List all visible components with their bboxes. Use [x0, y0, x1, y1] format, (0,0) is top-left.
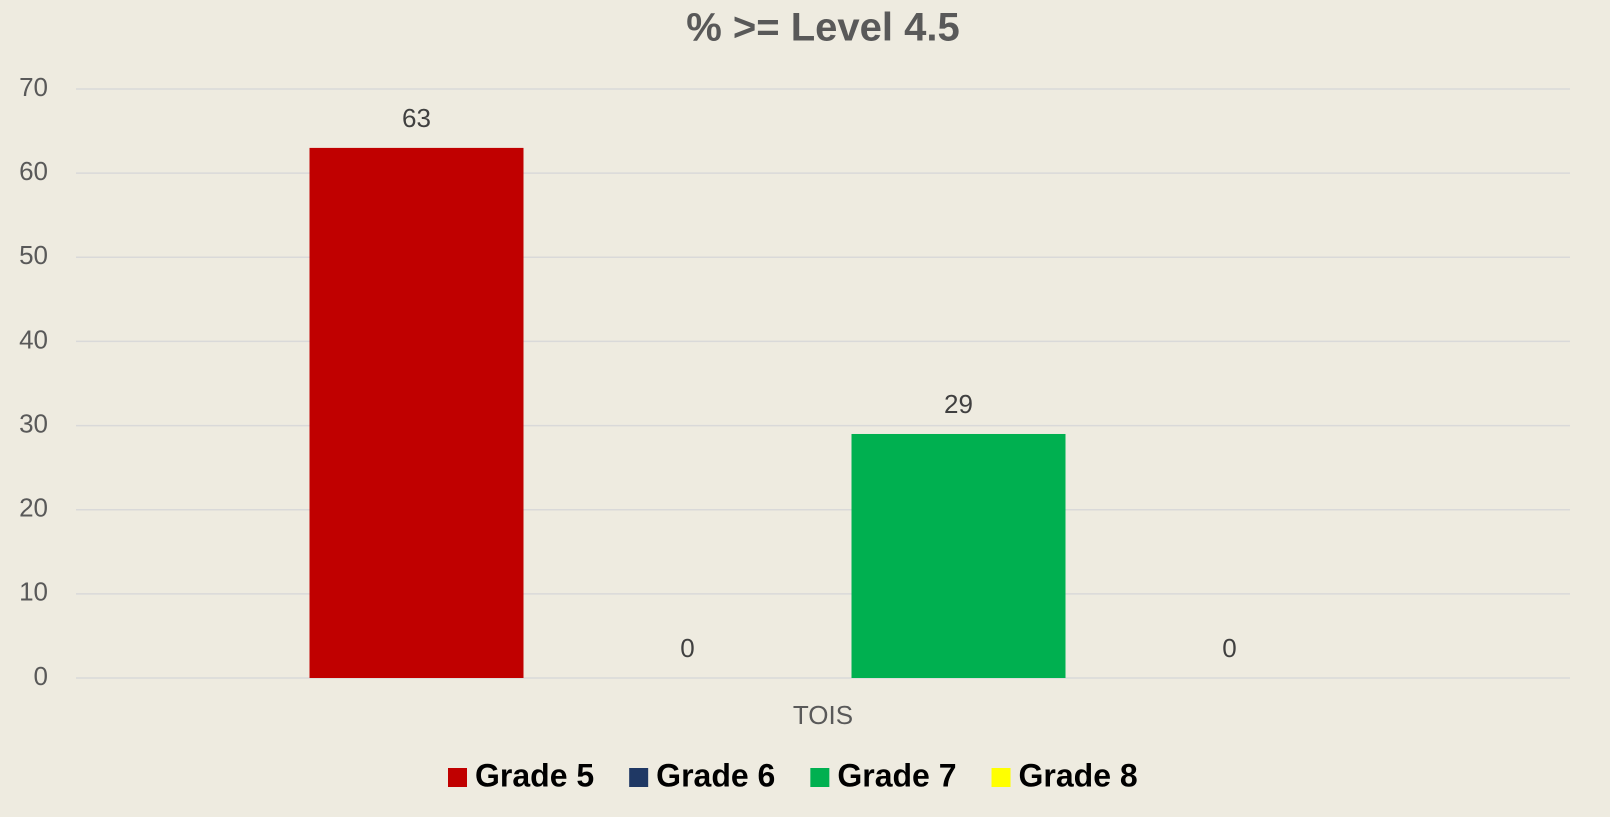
y-tick-label: 10: [19, 577, 48, 607]
bar: [851, 433, 1066, 678]
legend-label: Grade 5: [475, 757, 594, 793]
legend-swatch: [448, 768, 467, 787]
data-label: 0: [1222, 633, 1236, 663]
y-tick-label: 50: [19, 240, 48, 270]
legend-label: Grade 7: [837, 757, 956, 793]
legend-swatch: [810, 768, 830, 787]
y-tick-label: 20: [19, 493, 48, 523]
y-tick-label: 40: [19, 324, 48, 354]
bar: [309, 147, 524, 678]
legend-swatch: [629, 768, 649, 787]
data-label: 63: [402, 103, 431, 133]
y-tick-label: 60: [19, 156, 48, 186]
legend-swatch: [991, 768, 1011, 787]
x-tick-label: TOIS: [793, 700, 853, 730]
y-tick-label: 30: [19, 408, 48, 438]
data-label: 29: [944, 389, 973, 419]
legend-label: Grade 8: [1019, 757, 1138, 793]
chart-title: % >= Level 4.5: [686, 6, 960, 50]
y-tick-label: 70: [19, 72, 48, 102]
data-label: 0: [680, 633, 694, 663]
y-tick-label: 0: [34, 661, 48, 691]
legend-label: Grade 6: [656, 757, 775, 793]
